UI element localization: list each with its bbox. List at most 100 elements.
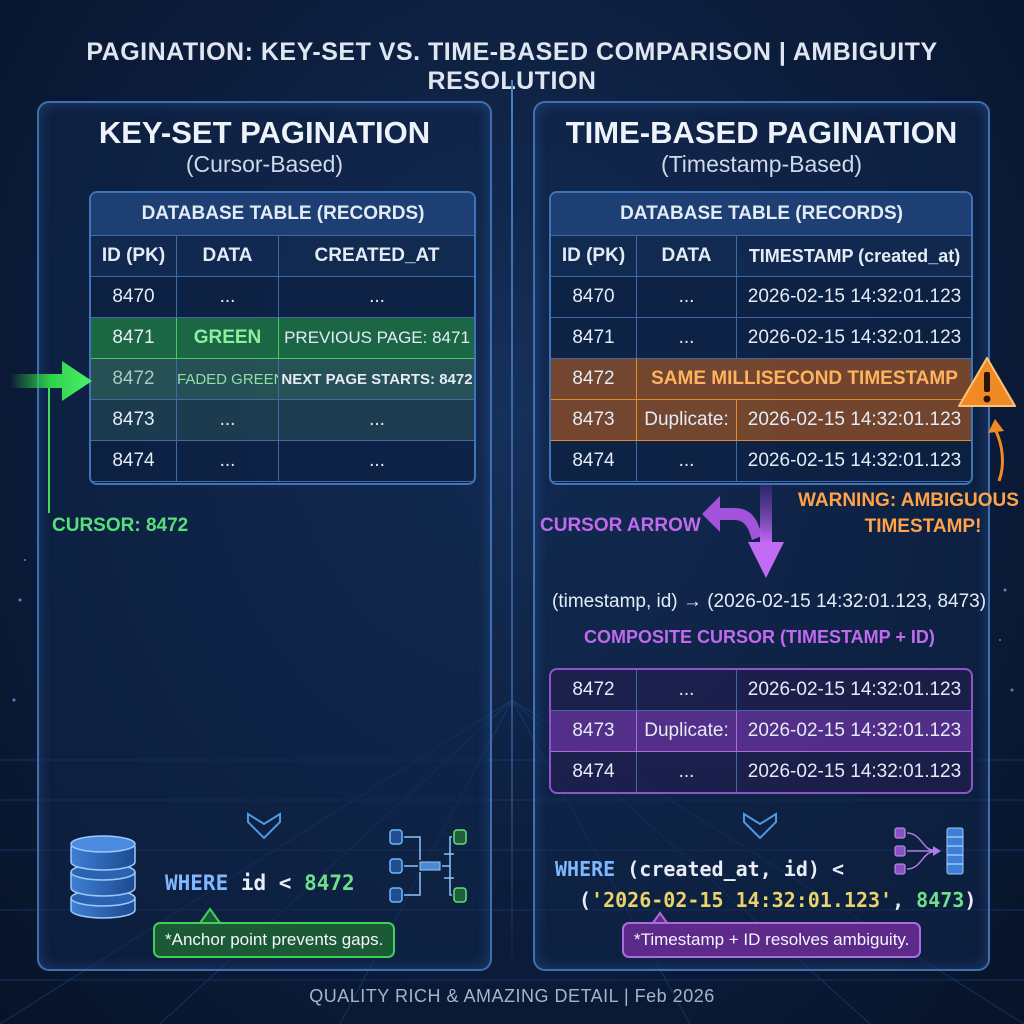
cell-timestamp: 2026-02-15 14:32:01.123 [736, 670, 971, 711]
selected-row: 8473 Duplicate: 2026-02-15 14:32:01.123 [551, 710, 971, 752]
cell-created: ... [277, 399, 474, 441]
column-header: CREATED_AT [277, 235, 474, 277]
merge-list-icon [894, 827, 964, 875]
cell-data: ... [176, 399, 279, 441]
column-header: DATA [636, 235, 737, 277]
time-based-subtitle: (Timestamp-Based) [660, 151, 863, 177]
column-header: DATA [176, 235, 279, 277]
keyset-table: DATABASE TABLE (RECORDS) ID (PK) DATA CR… [89, 191, 476, 485]
warning-line: WARNING: AMBIGUOUS [798, 490, 1019, 511]
cell-timestamp: 2026-02-15 14:32:01.123 [735, 276, 971, 318]
cell-id: 8470 [551, 276, 637, 318]
sql-keyword: WHERE [555, 857, 616, 881]
anchor-note: *Anchor point prevents gaps. [153, 922, 396, 958]
center-divider [511, 80, 513, 980]
table-row: 8471 ... 2026-02-15 14:32:01.123 [551, 317, 971, 359]
cell-data: FADED GREEN [176, 358, 279, 400]
previous-page-row: 8471 GREEN PREVIOUS PAGE: 8471 [91, 317, 474, 359]
cell-timestamp: 2026-02-15 14:32:01.123 [735, 317, 971, 359]
cell-data: ... [636, 751, 737, 792]
cell-id: 8474 [551, 440, 637, 482]
keyset-title: KEY-SET PAGINATION [98, 115, 431, 150]
sql-expression: id < [228, 871, 305, 895]
keyset-subtitle: (Cursor-Based) [185, 151, 344, 177]
cell-timestamp: 2026-02-15 14:32:01.123 [735, 440, 971, 482]
down-chevron-icon [743, 812, 777, 840]
cell-created: ... [277, 440, 474, 482]
same-timestamp-row: 8472 SAME MILLISECOND TIMESTAMP [551, 358, 971, 400]
sql-expression: (created_at, id) < [615, 857, 844, 881]
sql-value: 8472 [304, 871, 355, 895]
cell-id: 8474 [91, 440, 177, 482]
composite-cursor-label: COMPOSITE CURSOR (TIMESTAMP + ID) [584, 627, 935, 647]
cell-timestamp: 2026-02-15 14:32:01.123 [736, 751, 971, 792]
sql-keyword: WHERE [165, 871, 229, 895]
arrow-right-icon [10, 361, 92, 513]
cell-id: 8473 [91, 399, 177, 441]
table-row: 8470 ... ... [91, 276, 474, 318]
duplicate-row: 8473 Duplicate: 2026-02-15 14:32:01.123 [551, 399, 971, 441]
cell-id: 8473 [551, 710, 637, 752]
cell-data: GREEN [176, 317, 279, 359]
sql-value: 8473 [916, 888, 965, 912]
cell-created: PREVIOUS PAGE: 8471 [277, 317, 474, 359]
cell-id: 8472 [551, 670, 637, 711]
time-based-title: TIME-BASED PAGINATION [565, 115, 958, 150]
table-row: 8470 ... 2026-02-15 14:32:01.123 [551, 276, 971, 318]
cell-data: ... [636, 276, 737, 318]
cursor-arrow-icon [702, 484, 784, 578]
time-based-query-line1: WHERE (created_at, id) < [555, 857, 844, 881]
sql-paren: ) [964, 888, 977, 912]
sql-separator: , [892, 888, 917, 912]
table-row: 8472 ... 2026-02-15 14:32:01.123 [551, 670, 971, 711]
cell-data: Duplicate: [636, 399, 737, 441]
composite-result-table: 8472 ... 2026-02-15 14:32:01.123 8473 Du… [549, 668, 973, 794]
flow-diagram-icon [389, 829, 467, 903]
cursor-label: CURSOR: 8472 [52, 515, 189, 536]
next-page-row: 8472 FADED GREEN NEXT PAGE STARTS: 8472 [91, 358, 474, 400]
keyset-query: WHERE id < 8472 [165, 871, 355, 895]
cell-id: 8471 [551, 317, 637, 359]
column-header: TIMESTAMP (created_at) [735, 235, 971, 277]
database-icon [70, 835, 136, 919]
cell-id: 8472 [91, 358, 177, 400]
column-header: ID (PK) [551, 235, 637, 277]
sql-paren: ( [579, 888, 592, 912]
cell-id: 8474 [551, 751, 637, 792]
cell-timestamp: 2026-02-15 14:32:01.123 [736, 710, 971, 752]
cell-id: 8471 [91, 317, 177, 359]
time-based-table: DATABASE TABLE (RECORDS) ID (PK) DATA TI… [549, 191, 973, 485]
cell-data: ... [636, 670, 737, 711]
table-row: 8474 ... 2026-02-15 14:32:01.123 [551, 751, 971, 792]
resolve-note: *Timestamp + ID resolves ambiguity. [622, 922, 922, 958]
cell-created: NEXT PAGE STARTS: 8472 [277, 358, 474, 400]
warning-line: TIMESTAMP! [864, 516, 982, 537]
table-row: 8474 ... ... [91, 440, 474, 482]
warning-label: WARNING: AMBIGUOUS TIMESTAMP! [798, 488, 1019, 540]
warning-icon [958, 357, 1016, 407]
anchor-note-bubble [199, 907, 221, 924]
tuple-line: (timestamp, id) → (2026-02-15 14:32:01.1… [552, 591, 987, 612]
keyset-table-caption: DATABASE TABLE (RECORDS) [91, 193, 474, 236]
cell-id: 8470 [91, 276, 177, 318]
cell-data: ... [176, 440, 279, 482]
warning-pointer-arrow [988, 419, 1004, 482]
cursor-arrow-label: CURSOR ARROW [540, 515, 701, 536]
page-title: PAGINATION: KEY-SET VS. TIME-BASED COMPA… [86, 38, 938, 95]
table-row: 8473 ... ... [91, 399, 474, 441]
cell-data: ... [636, 440, 737, 482]
time-table-caption: DATABASE TABLE (RECORDS) [551, 193, 971, 236]
sql-timestamp: '2026-02-15 14:32:01.123' [591, 888, 893, 912]
cell-timestamp: 2026-02-15 14:32:01.123 [735, 399, 971, 441]
table-row: 8474 ... 2026-02-15 14:32:01.123 [551, 440, 971, 482]
cell-data: ... [636, 317, 737, 359]
cell-id: 8472 [551, 358, 637, 400]
cell-data: ... [176, 276, 279, 318]
time-based-query-line2: ('2026-02-15 14:32:01.123', 8473) [579, 888, 976, 912]
footer: QUALITY RICH & AMAZING DETAIL | Feb 2026 [309, 986, 715, 1006]
down-chevron-icon [247, 812, 281, 840]
same-timestamp-label: SAME MILLISECOND TIMESTAMP [635, 358, 971, 400]
cell-id: 8473 [551, 399, 637, 441]
cell-created: ... [277, 276, 474, 318]
cell-data: Duplicate: [636, 710, 737, 752]
